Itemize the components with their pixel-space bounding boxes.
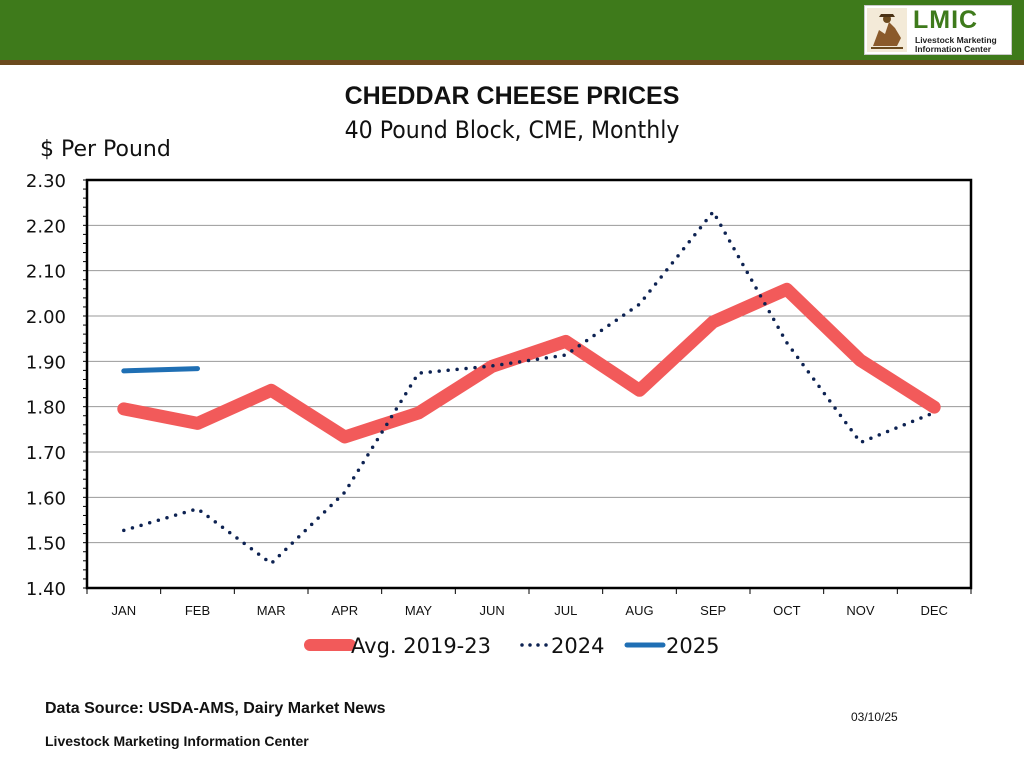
x-tick-label: MAY — [405, 603, 433, 618]
series-line-2 — [121, 366, 200, 374]
y-tick-label: 1.80 — [26, 398, 66, 419]
y-tick-label: 2.10 — [26, 262, 66, 283]
x-tick-label: NOV — [846, 603, 875, 618]
y-tick-label: 1.90 — [26, 352, 66, 373]
y-tick-label: 2.20 — [26, 216, 66, 237]
legend-label-2: 2025 — [666, 634, 719, 658]
y-tick-label: 1.60 — [26, 488, 66, 509]
series-line-0 — [117, 282, 941, 444]
y-tick-label: 2.30 — [26, 171, 66, 192]
data-source: Data Source: USDA-AMS, Dairy Market News — [45, 700, 386, 717]
legend-label-0: Avg. 2019-23 — [351, 634, 491, 658]
y-tick-label: 1.40 — [26, 579, 66, 600]
x-tick-label: AUG — [625, 603, 653, 618]
x-tick-label: OCT — [773, 603, 801, 618]
chart-subtitle: 40 Pound Block, CME, Monthly — [344, 116, 680, 144]
logo-title: LMIC — [913, 6, 979, 34]
legend-label-1: 2024 — [551, 634, 604, 658]
y-tick-label: 1.70 — [26, 443, 66, 464]
plot-frame — [85, 178, 973, 590]
x-tick-label: MAR — [257, 603, 286, 618]
x-tick-label: FEB — [185, 603, 210, 618]
y-tick-label: 1.50 — [26, 534, 66, 555]
logo-subtitle-line1: Livestock Marketing — [915, 35, 997, 45]
chart-title: CHEDDAR CHEESE PRICES — [344, 82, 680, 110]
x-tick-label: DEC — [920, 603, 947, 618]
x-tick-label: JUN — [480, 603, 505, 618]
organization-name: Livestock Marketing Information Center — [45, 733, 309, 749]
logo-subtitle-line2: Information Center — [915, 44, 992, 54]
date-stamp: 03/10/25 — [851, 710, 898, 724]
y-tick-label: 2.00 — [26, 307, 66, 328]
y-axis-label: $ Per Pound — [40, 137, 171, 162]
series-line-1 — [122, 209, 936, 566]
header-band — [0, 0, 1024, 60]
x-tick-label: JUL — [554, 603, 577, 618]
header-stripe — [0, 60, 1024, 65]
x-tick-label: APR — [331, 603, 358, 618]
cowboy-emblem-icon — [867, 8, 907, 52]
x-tick-label: JAN — [112, 603, 137, 618]
x-tick-label: SEP — [700, 603, 726, 618]
lmic-logo: LMIC Livestock Marketing Information Cen… — [864, 5, 1012, 55]
